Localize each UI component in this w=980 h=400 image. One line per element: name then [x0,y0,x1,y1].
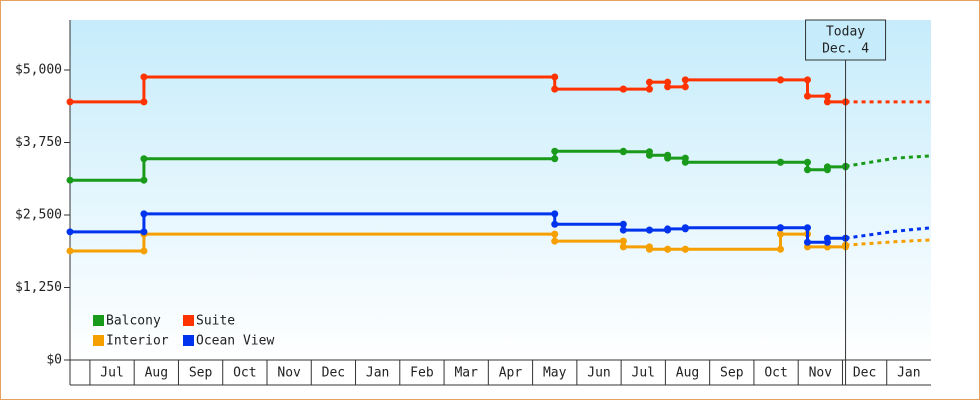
price-dot [776,158,784,166]
price-dot [645,226,653,234]
plot-area [70,20,931,360]
x-tick-label: May [543,366,567,381]
price-dot [803,224,811,232]
legend-label: Balcony [106,314,161,329]
price-dot [140,155,148,163]
price-dot [681,76,689,84]
price-dot [140,98,148,106]
price-dot [681,158,689,166]
price-dot [681,224,689,232]
x-tick-label: Apr [499,366,523,381]
forecast-line [845,154,932,168]
x-tick-label: Sep [720,366,744,381]
price-dot [551,220,559,228]
today-box [805,19,887,61]
x-tick-label: Oct [764,366,787,381]
legend-label: Interior [106,334,169,349]
x-tick-label: Nov [277,366,301,381]
price-dot [664,245,672,253]
price-dot [664,225,672,233]
x-tick-label: Sep [189,366,213,381]
price-dot [645,245,653,253]
price-dot [823,234,831,242]
x-tick-label: Feb [410,366,434,381]
x-tick-label: Dec [853,366,876,381]
price-dot [551,73,559,81]
legend-swatch [93,335,104,346]
price-dot [776,230,784,238]
price-dot [803,166,811,174]
price-dot [551,230,559,238]
price-dot [66,98,74,106]
legend-label: Suite [196,314,235,329]
x-tick-label: Mar [454,366,478,381]
x-tick-label: Jun [587,366,610,381]
price-dot [551,147,559,155]
legend-swatch [183,335,194,346]
x-tick-label: Dec [322,366,345,381]
price-dot [664,83,672,91]
price-dot [140,228,148,236]
today-label: Dec. 4 [822,42,869,57]
legend-swatch [183,315,194,326]
price-dot [619,85,627,93]
price-dot [66,176,74,184]
price-dot [140,210,148,218]
legend-swatch [93,315,104,326]
price-dot [66,228,74,236]
price-dot [823,92,831,100]
price-dot [823,98,831,106]
price-dot [551,155,559,163]
y-tick-label: $3,750 [15,135,62,150]
price-dot [645,151,653,159]
price-dot [664,154,672,162]
price-dot [619,243,627,251]
today-label: Today [826,25,865,40]
price-dot [803,92,811,100]
price-dot [776,76,784,84]
y-tick-label: $0 [46,353,62,368]
legend-label: Ocean View [196,334,274,349]
price-dot [140,176,148,184]
price-dot [803,238,811,246]
price-dot [619,226,627,234]
x-tick-label: Jul [100,366,123,381]
price-dot [823,163,831,171]
price-dot [551,85,559,93]
y-tick-label: $2,500 [15,207,62,222]
forecast-line [845,238,932,247]
price-dot [776,224,784,232]
forecast-line [845,226,932,240]
price-dot [66,247,74,255]
y-tick-label: $5,000 [15,62,62,77]
y-tick-label: $1,250 [15,280,62,295]
price-dot [619,237,627,245]
price-dot [645,78,653,86]
price-dot [619,148,627,156]
x-tick-label: Jul [632,366,655,381]
x-tick-label: Jan [897,366,920,381]
price-dot [551,237,559,245]
price-dot [140,73,148,81]
x-tick-label: Jan [366,366,389,381]
price-dot [551,210,559,218]
price-dot [803,76,811,84]
price-dot [681,83,689,91]
price-dot [645,85,653,93]
x-tick-label: Oct [233,366,256,381]
price-dot [619,220,627,228]
x-tick-label: Aug [676,366,699,381]
x-tick-label: Nov [809,366,833,381]
price-dot [140,247,148,255]
x-tick-label: Aug [145,366,168,381]
price-dot [803,158,811,166]
price-dot [681,245,689,253]
price-dot [776,245,784,253]
